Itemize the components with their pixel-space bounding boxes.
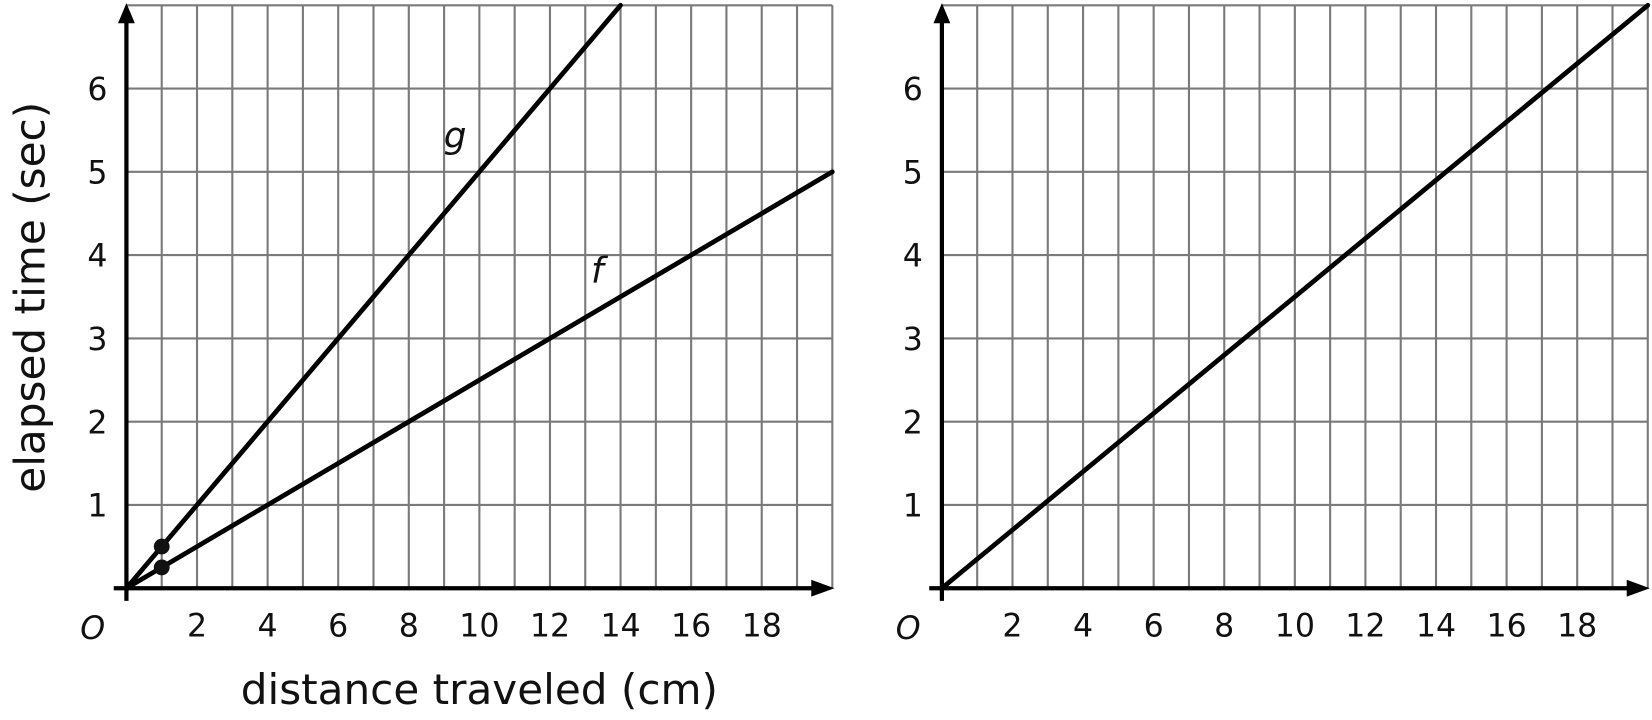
x-tick-label: 10 (1275, 609, 1315, 645)
x-tick-label: 10 (459, 609, 499, 645)
y-tick-label: 3 (903, 322, 923, 358)
x-tick-label: 14 (1416, 609, 1456, 645)
x-tick-label: 8 (1214, 609, 1234, 645)
series-line-f (124, 169, 835, 591)
x-tick-label: 4 (1073, 609, 1093, 645)
x-tick-label: 2 (187, 609, 207, 645)
x-axis-arrow (1626, 579, 1650, 597)
x-tick-label: 16 (1486, 609, 1526, 645)
x-tick-label: 18 (1557, 609, 1597, 645)
series-label-f: f (591, 251, 609, 292)
x-tick-label: 14 (600, 609, 640, 645)
y-tick-label: 1 (903, 489, 923, 525)
x-tick-label: 12 (530, 609, 570, 645)
x-tick-label: 8 (399, 609, 419, 645)
y-tick-label: 5 (87, 155, 107, 191)
data-point-f (153, 559, 170, 576)
origin-label: O (80, 611, 105, 647)
y-axis-arrow (118, 3, 135, 24)
x-tick-label: 6 (328, 609, 348, 645)
y-tick-label: 6 (903, 72, 923, 108)
series-line (939, 2, 1651, 591)
y-tick-label: 5 (903, 155, 923, 191)
y-tick-label: 2 (87, 405, 107, 441)
y-tick-label: 4 (903, 239, 923, 275)
y-tick-label: 4 (87, 239, 107, 275)
x-tick-label: 4 (258, 609, 278, 645)
x-tick-label: 2 (1002, 609, 1022, 645)
data-point-g (153, 538, 170, 555)
x-axis-arrow (811, 579, 835, 597)
x-tick-label: 6 (1144, 609, 1164, 645)
series-line-g (124, 2, 623, 591)
x-tick-label: 12 (1345, 609, 1385, 645)
y-axis-title: elapsed time (sec) (5, 102, 54, 493)
x-axis-title: distance traveled (cm) (241, 665, 718, 714)
y-tick-label: 2 (903, 405, 923, 441)
y-tick-label: 6 (87, 72, 107, 108)
y-tick-label: 3 (87, 322, 107, 358)
y-tick-label: 1 (87, 489, 107, 525)
origin-label: O (896, 611, 921, 647)
x-tick-label: 18 (742, 609, 782, 645)
series-label-g: g (444, 116, 467, 157)
y-axis-arrow (933, 3, 951, 24)
x-tick-label: 16 (671, 609, 711, 645)
